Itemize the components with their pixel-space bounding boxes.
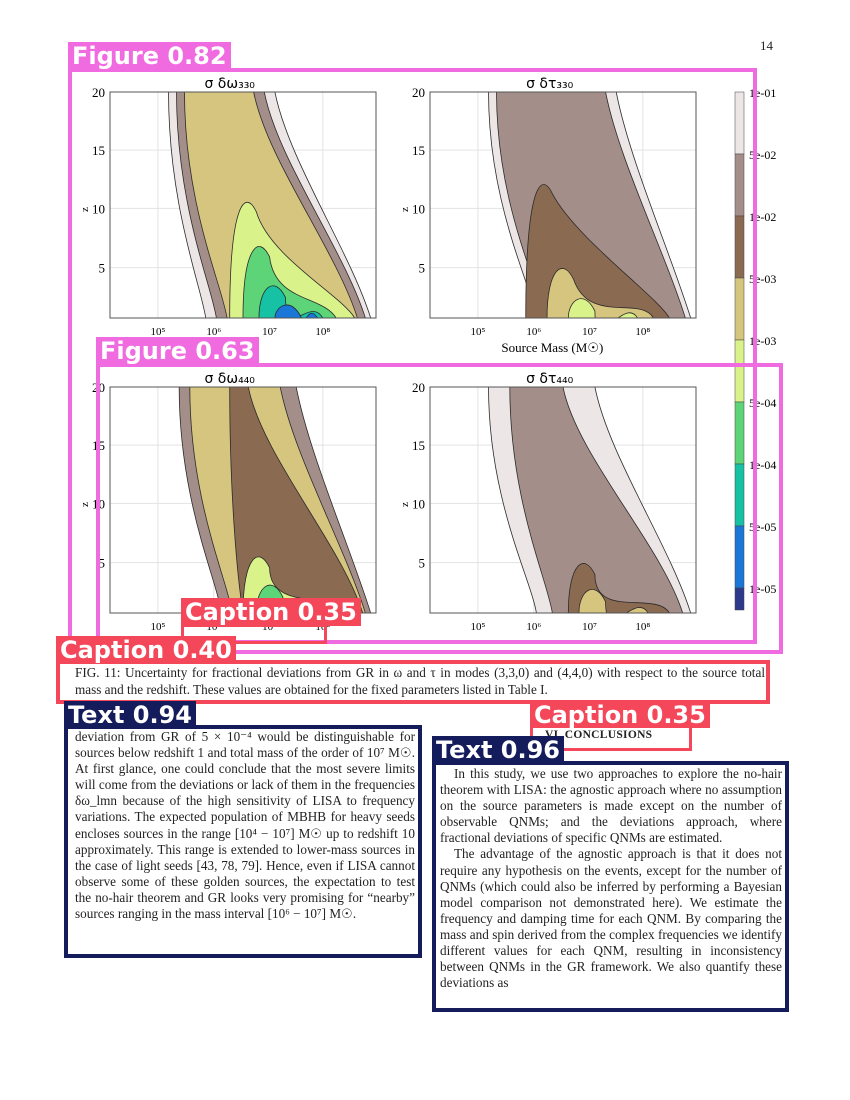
figure-panel: 5 10 15 20 10⁵ 10⁶ 10⁷ 10⁸ z σ δτ₄₄₀ [399,371,697,633]
panel-title: σ δω₃₃₀ [204,76,255,92]
y-tick-label: 15 [92,143,105,158]
contour-blob [578,589,649,613]
x-tick-label: 10⁸ [635,621,650,633]
detection-label: Text 0.94 [64,701,196,728]
y-tick-label: 10 [92,201,105,216]
detection-label: Figure 0.82 [68,42,231,70]
x-tick-label: 10⁸ [315,326,330,338]
x-tick-label: 10⁶ [526,326,541,338]
x-tick-label: 10⁸ [635,326,650,338]
y-axis-label: z [79,502,91,507]
plot-frame [429,91,697,319]
figure-11: 5 10 15 20 10⁵ 10⁶ 10⁷ 10⁸ z σ δω₃₃₀ 5 10 15 20 10⁵ 10⁶… [79,76,776,633]
figure-panel: 5 10 15 20 10⁵ 10⁶ 10⁷ 10⁸ z σ δω₃₃₀ [79,76,377,338]
y-tick-label: 10 [412,496,425,511]
contour-band [184,92,358,318]
y-axis-label: z [399,502,411,507]
figure-caption: FIG. 11: Uncertainty for fractional devi… [75,665,765,697]
x-axis-label: Source Mass (M☉) [501,340,603,355]
x-tick-label: 10⁷ [582,621,597,633]
page-number: 14 [760,38,773,53]
y-axis-label: z [399,207,411,212]
x-tick-label: 10⁵ [470,326,485,338]
x-tick-label: 10⁶ [526,621,541,633]
detection-box-figure [68,68,757,644]
detection-label: Caption 0.35 [181,598,361,626]
x-tick-label: 10⁵ [150,326,165,338]
section-heading-conclusions: VI. CONCLUSIONS [545,729,653,741]
contour-blob [567,298,638,318]
right-column-text: In this study, we use two approaches to … [440,766,782,991]
detection-label: Figure 0.63 [96,337,259,365]
y-tick-label: 20 [412,380,425,395]
figure-panel: 5 10 15 20 10⁵ 10⁶ 10⁷ 10⁸ z Source Mass (M☉) σ δτ… [399,76,697,355]
y-tick-label: 10 [412,201,425,216]
y-tick-label: 15 [412,143,425,158]
plot-frame [109,91,377,319]
paragraph: In this study, we use two approaches to … [440,766,782,846]
panel-title: σ δω₄₄₀ [204,371,255,387]
left-column-text: deviation from GR of 5 × 10⁻⁴ would be d… [75,729,415,922]
y-tick-label: 5 [99,261,106,276]
y-tick-label: 20 [92,85,105,100]
detection-label: Caption 0.35 [530,701,710,728]
x-tick-label: 10⁶ [206,326,221,338]
y-tick-label: 5 [419,261,426,276]
plot-frame [429,386,697,614]
x-tick-label: 10⁵ [470,621,485,633]
detection-box-caption [56,660,770,704]
contour-region [488,387,692,613]
y-tick-label: 5 [99,556,106,571]
detection-label: Text 0.96 [432,736,564,763]
detection-box-text [64,725,422,958]
x-tick-label: 10⁷ [262,326,277,338]
contour-blob [274,304,318,318]
detection-label: Caption 0.40 [56,636,236,664]
contour-region [168,92,372,318]
colorbar-arrow [735,592,744,610]
panel-title: σ δτ₃₃₀ [526,76,574,92]
detection-box-figure [96,363,783,654]
y-tick-label: 20 [412,85,425,100]
y-tick-label: 15 [412,438,425,453]
x-tick-label: 10⁵ [150,621,165,633]
y-axis-label: z [79,207,91,212]
contour-region [488,92,692,318]
panel-title: σ δτ₄₄₀ [526,371,574,387]
y-tick-label: 5 [419,556,426,571]
paragraph: The advantage of the agnostic approach i… [440,846,782,991]
x-tick-label: 10⁷ [582,326,597,338]
detection-box-text [432,761,789,1012]
